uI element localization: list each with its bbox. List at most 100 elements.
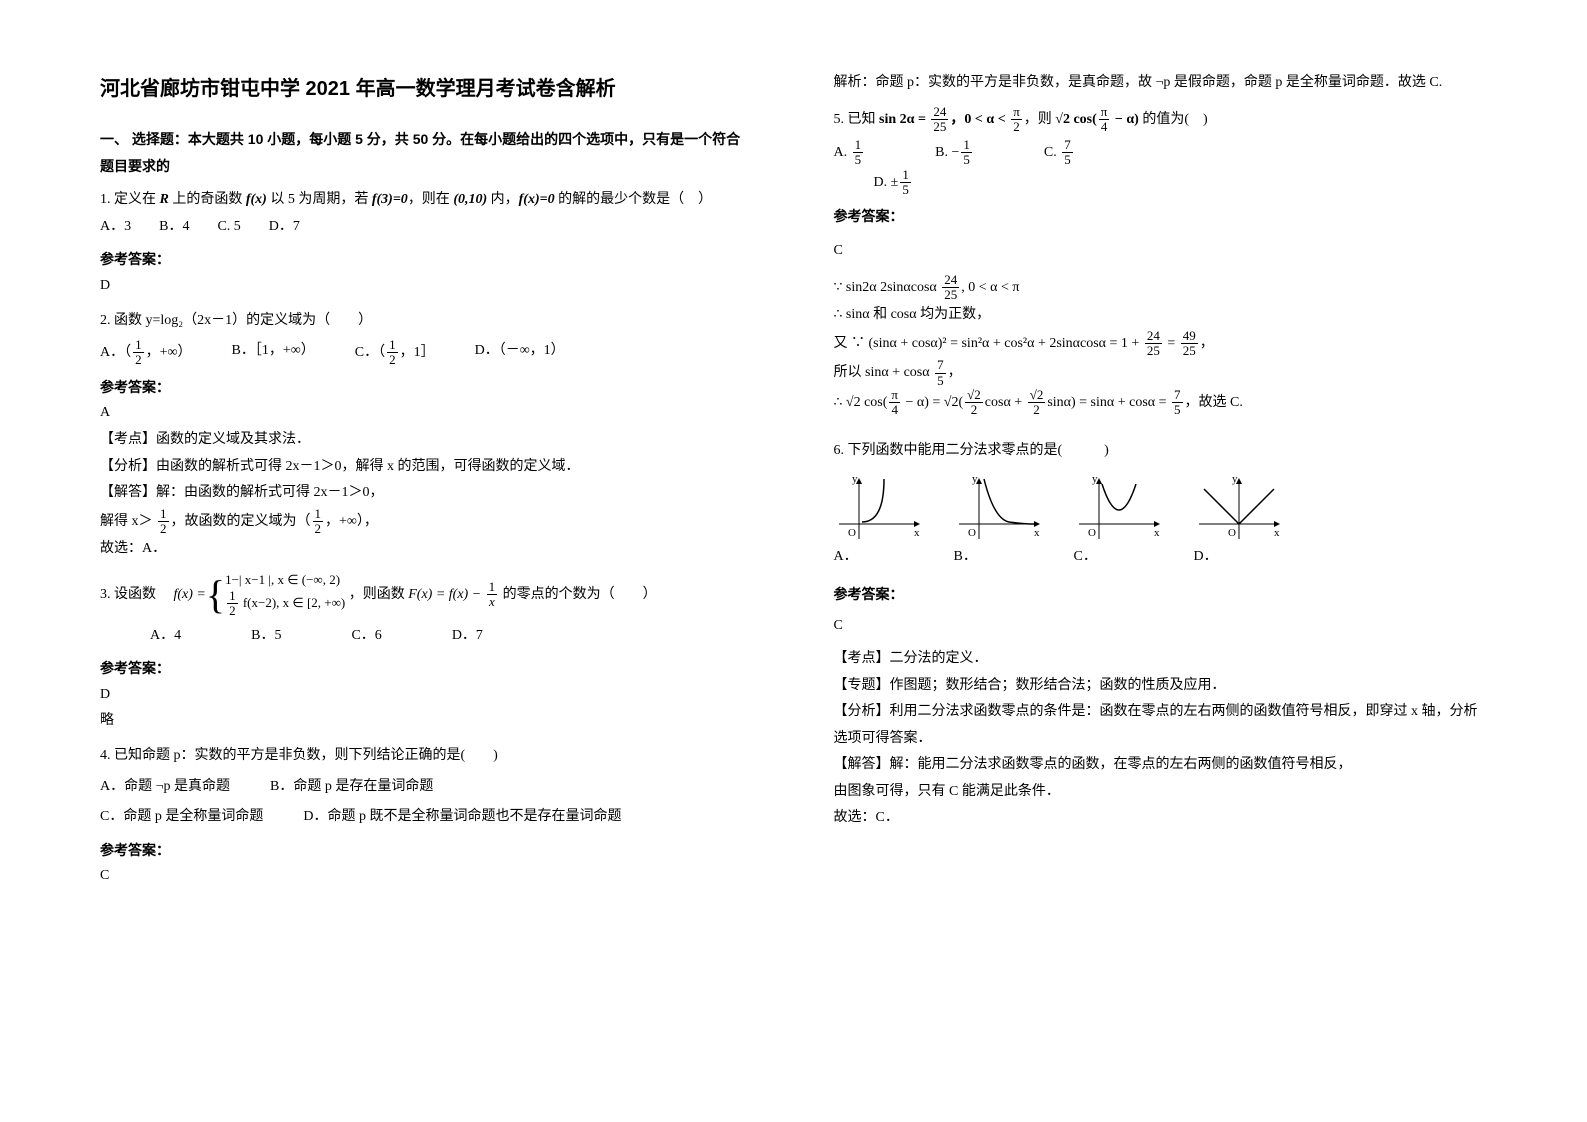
q2-ans: A [100, 400, 754, 427]
q4-ans-label: 参考答案： [100, 837, 754, 864]
q2-c: C．（12，1］ [355, 338, 435, 368]
lbl: A. [834, 145, 851, 160]
q5-ans: C [834, 238, 1488, 265]
piece-1: 1−| x−1 |, x ∈ (−∞, 2) [225, 572, 340, 587]
q3-ans-label: 参考答案： [100, 655, 754, 682]
f2425-3: 2425 [1145, 329, 1162, 359]
q5-step1: ∵ sin2α 2sinαcosα 2425, 0 < α < π [834, 273, 1488, 303]
q1-R: R [160, 192, 169, 207]
lbl: D. [874, 175, 891, 190]
q2-c-pre: C．（ [355, 345, 385, 360]
left-column: 河北省廊坊市钳屯中学 2021 年高一数学理月考试卷含解析 一、 选择题：本大题… [100, 70, 754, 890]
s1a: ∵ sin2α 2sinαcosα [834, 280, 941, 295]
den: 4 [1099, 120, 1110, 134]
q3-choices: A．4 B．5 C．6 D．7 [100, 623, 754, 650]
half-frac-2: 12 [387, 338, 398, 368]
f2425-2: 2425 [942, 273, 959, 303]
half-frac: 12 [133, 338, 144, 368]
brace-icon: { [206, 575, 225, 615]
svg-text:O: O [968, 527, 976, 539]
q1-interval: (0,10) [453, 192, 487, 207]
q5-choices: A. 15 B. −15 C. 75 [834, 138, 1488, 168]
q5-step4: 所以 sinα + cosα 75， [834, 358, 1488, 388]
den: 4 [889, 403, 900, 417]
q1-ans-label: 参考答案： [100, 246, 754, 273]
fx-eq: f(x) = [174, 582, 206, 609]
q2-kd: 【考点】函数的定义域及其求法． [100, 427, 754, 454]
q6-jd2: 由图象可得，只有 C 能满足此条件． [834, 779, 1488, 806]
q2-jd3: 故选：A． [100, 536, 754, 563]
pm: ± [891, 175, 899, 190]
q2-b: B．［1，+∞） [232, 338, 315, 368]
den: 5 [935, 374, 946, 388]
q2-jd2b: ，故函数的定义域为（ [171, 514, 311, 529]
cond: ，0 < α < [950, 112, 1009, 127]
den: 2 [158, 522, 169, 536]
q5-ans-label: 参考答案： [834, 203, 1488, 230]
den: x [487, 595, 498, 609]
q5-tail: 的值为( ) [1139, 112, 1208, 127]
svg-text:y: y [972, 474, 978, 485]
lbl: C. [1044, 145, 1060, 160]
q6-zt: 【专题】作图题；数形结合；数形结合法；函数的性质及应用． [834, 673, 1488, 700]
q3-b: B．5 [251, 623, 281, 650]
graph-c-svg: yxO [1074, 474, 1164, 544]
section-1-head: 一、 选择题：本大题共 10 小题，每小题 5 分，共 50 分。在每小题给出的… [100, 126, 754, 179]
question-1: 1. 定义在 R 上的奇函数 f(x) 以 5 为周期，若 f(3)=0，则在 … [100, 187, 754, 214]
num: √2 [965, 388, 983, 403]
q6-kd: 【考点】二分法的定义． [834, 646, 1488, 673]
q3-mid: ，则函数 [349, 587, 405, 602]
cos: cosα + [985, 395, 1026, 410]
num: 1 [227, 589, 238, 604]
q6-jd: 【解答】解：能用二分法求函数零点的函数，在零点的左右两侧的函数值符号相反， [834, 752, 1488, 779]
num: 24 [1145, 329, 1162, 344]
q4-c: C．命题 p 是全称量词命题 [100, 804, 263, 831]
q5-pre: 5. 已知 [834, 112, 880, 127]
q2-jd2a: 解得 x＞ [100, 514, 156, 529]
f4925: 4925 [1181, 329, 1198, 359]
q3-a: A．4 [150, 623, 181, 650]
svg-text:x: x [1034, 527, 1040, 539]
frac: 15 [853, 138, 864, 168]
den: 25 [942, 288, 959, 302]
svg-text:O: O [1088, 527, 1096, 539]
q6-graphs: yxO A． yxO B． yxO [834, 474, 1488, 571]
den: 5 [853, 153, 864, 167]
q6-fx: 【分析】利用二分法求函数零点的条件是：函数在零点的左右两侧的函数值符号相反，即穿… [834, 699, 1488, 752]
pi2: π2 [1011, 105, 1022, 135]
den: 5 [1172, 403, 1183, 417]
graph-b: yxO B． [954, 474, 1044, 571]
graph-a: yxO A． [834, 474, 924, 571]
s5b: − α) = √2( [902, 395, 963, 410]
den: 2 [1028, 403, 1046, 417]
svg-text:x: x [1274, 527, 1280, 539]
num: 7 [1172, 388, 1183, 403]
one-over-x: 1x [487, 580, 498, 610]
q2-jd: 【解答】解：由函数的解析式可得 2x－1＞0， [100, 480, 754, 507]
num: 1 [313, 507, 324, 522]
q4-a: A．命题 ¬p 是真命题 [100, 774, 230, 801]
svg-text:y: y [1232, 474, 1238, 485]
den: 2 [387, 353, 398, 367]
eq: = [1164, 336, 1179, 351]
s4: 所以 sinα + cosα [834, 365, 934, 380]
neg: − [951, 145, 959, 160]
q1-ans: D [100, 273, 754, 300]
lbl-a: A． [834, 544, 924, 571]
frac: 15 [961, 138, 972, 168]
lbl-c: C． [1074, 544, 1164, 571]
q6-jd3: 故选：C． [834, 805, 1488, 832]
den: 25 [1145, 344, 1162, 358]
frac: 75 [1062, 138, 1073, 168]
den: 2 [1011, 120, 1022, 134]
q1-d: ，则在 [408, 192, 454, 207]
den: 25 [1181, 344, 1198, 358]
num: 24 [931, 105, 948, 120]
graph-d-svg: yxO [1194, 474, 1284, 544]
q2-jd2: 解得 x＞ 12，故函数的定义域为（12，+∞）， [100, 507, 754, 537]
q1-f: 的解的最少个数是（ ） [555, 192, 713, 207]
num: 1 [961, 138, 972, 153]
num: 1 [853, 138, 864, 153]
num: 49 [1181, 329, 1198, 344]
q2-a-post: ，+∞） [146, 345, 192, 360]
